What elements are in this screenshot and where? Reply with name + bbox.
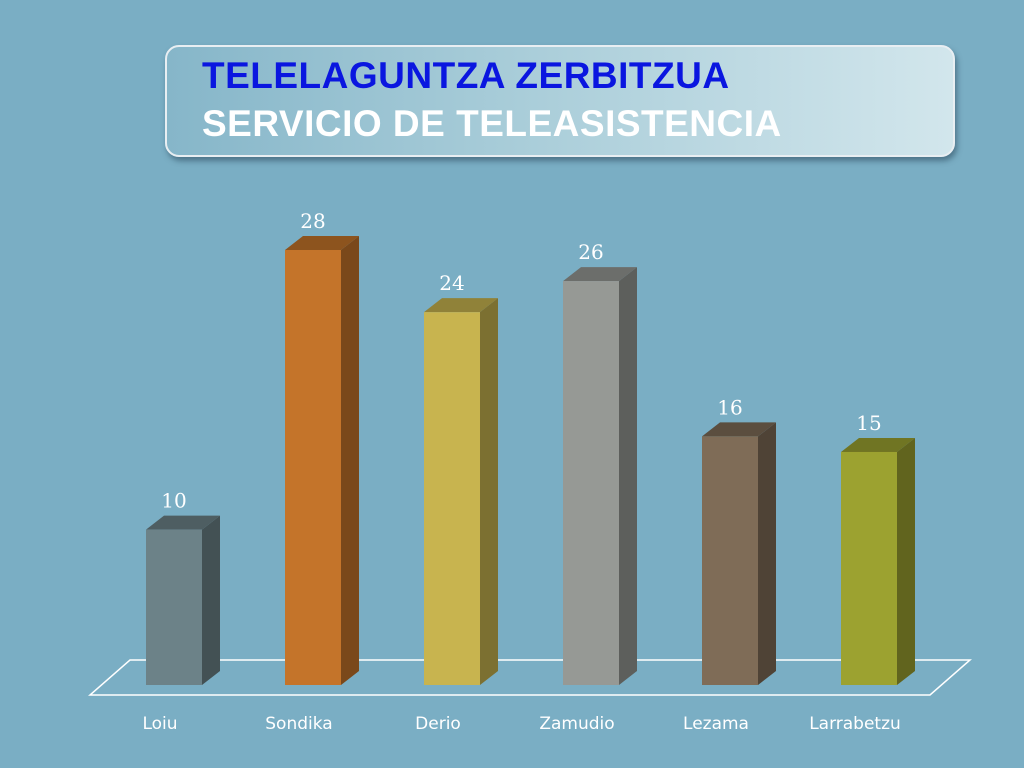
bar-side-larrabetzu bbox=[897, 437, 915, 685]
category-labels-group: Loiu Sondika Derio Zamudio Lezama Larrabetzu bbox=[142, 714, 900, 734]
bar-sondika bbox=[285, 236, 359, 685]
bar-front-zamudio bbox=[563, 281, 619, 685]
bar-front-larrabetzu bbox=[841, 451, 897, 685]
bar-top-derio bbox=[424, 298, 498, 313]
bar-front-sondika bbox=[285, 250, 341, 685]
value-label-lezama: 16 bbox=[717, 395, 742, 419]
bar-top-larrabetzu bbox=[841, 437, 915, 452]
category-label-lezama: Lezama bbox=[683, 714, 749, 734]
category-label-loiu: Loiu bbox=[142, 714, 177, 734]
value-label-sondika: 28 bbox=[300, 209, 325, 233]
bar-front-loiu bbox=[146, 529, 202, 685]
value-label-zamudio: 26 bbox=[578, 240, 603, 264]
bar-larrabetzu bbox=[841, 437, 915, 685]
title-spanish: SERVICIO DE TELEASISTENCIA bbox=[202, 103, 782, 144]
bar-side-loiu bbox=[202, 515, 220, 685]
bar-side-derio bbox=[480, 298, 498, 685]
bar-top-lezama bbox=[702, 422, 776, 437]
title-basque: TELELAGUNTZA ZERBITZUA bbox=[202, 55, 730, 96]
bars-group bbox=[146, 236, 915, 685]
category-label-larrabetzu: Larrabetzu bbox=[809, 714, 901, 734]
value-labels-group: 10 28 24 26 16 15 bbox=[161, 209, 881, 513]
bar-top-loiu bbox=[146, 515, 220, 530]
category-label-derio: Derio bbox=[415, 714, 461, 734]
bar-front-lezama bbox=[702, 436, 758, 685]
value-label-larrabetzu: 15 bbox=[856, 411, 881, 435]
bar-top-sondika bbox=[285, 236, 359, 250]
value-label-derio: 24 bbox=[439, 271, 464, 295]
bar-zamudio bbox=[563, 267, 637, 685]
category-label-sondika: Sondika bbox=[265, 714, 332, 734]
bar-side-zamudio bbox=[619, 267, 637, 685]
bar-side-lezama bbox=[758, 422, 776, 685]
title-box: TELELAGUNTZA ZERBITZUA SERVICIO DE TELEA… bbox=[165, 45, 955, 157]
bar-side-sondika bbox=[341, 236, 359, 685]
category-label-zamudio: Zamudio bbox=[539, 714, 614, 734]
bar-lezama bbox=[702, 422, 776, 685]
bar-loiu bbox=[146, 515, 220, 685]
chart-floor bbox=[88, 659, 972, 696]
bar-derio bbox=[424, 298, 498, 685]
bar-top-zamudio bbox=[563, 267, 637, 282]
value-label-loiu: 10 bbox=[161, 489, 186, 513]
bar-front-derio bbox=[424, 312, 480, 685]
